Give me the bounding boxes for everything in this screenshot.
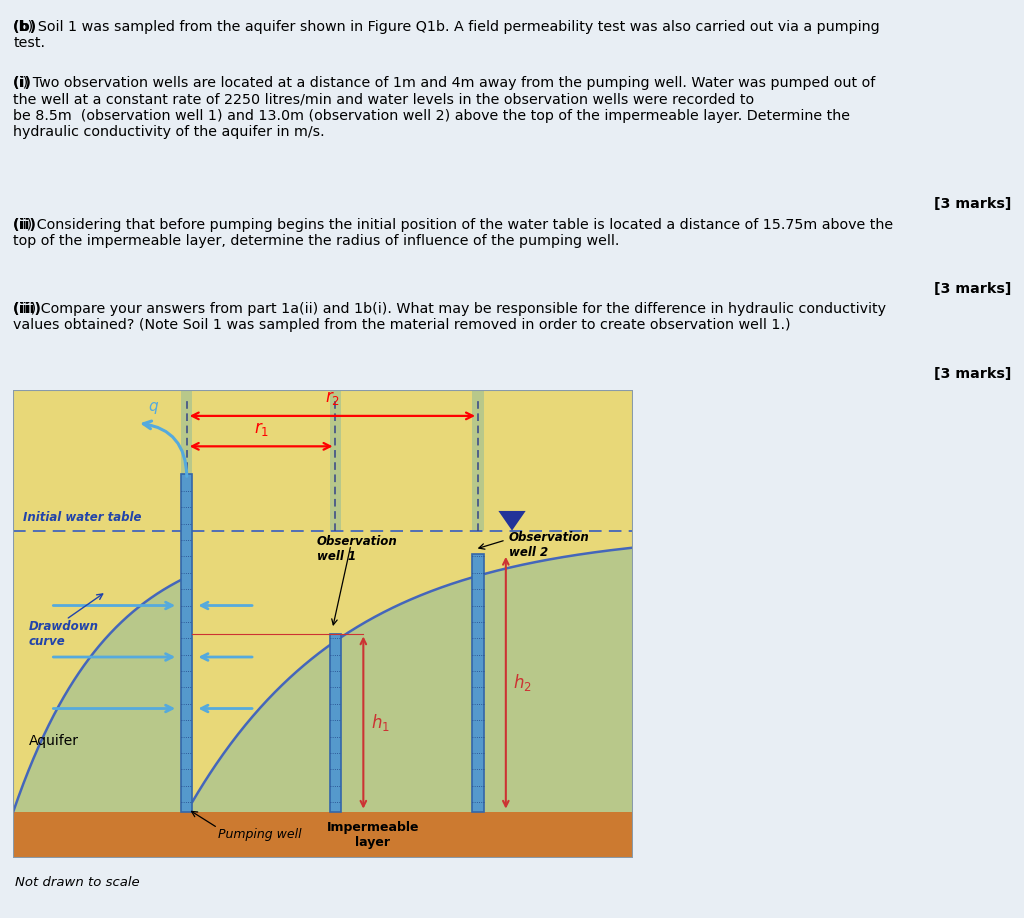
Bar [341, 390, 472, 531]
Bar [181, 475, 193, 812]
Bar [330, 633, 341, 812]
Bar [472, 554, 483, 812]
Text: (b): (b) [13, 20, 42, 34]
Text: (iii): (iii) [13, 302, 46, 316]
Text: $\mathit{r}_1$: $\mathit{r}_1$ [254, 420, 268, 438]
Text: q: q [147, 399, 158, 414]
Bar [193, 390, 330, 531]
Polygon shape [499, 511, 525, 531]
Text: Aquifer: Aquifer [29, 734, 79, 748]
Text: Observation
well 1: Observation well 1 [316, 535, 397, 564]
Bar [13, 812, 633, 858]
Text: Pumping well: Pumping well [218, 828, 301, 842]
Text: Not drawn to scale: Not drawn to scale [15, 876, 140, 889]
Text: (b) Soil 1 was sampled from the aquifer shown in Figure Q1b. A field permeabilit: (b) Soil 1 was sampled from the aquifer … [13, 20, 880, 50]
Bar [483, 390, 633, 531]
Text: $\mathit{h}_1$: $\mathit{h}_1$ [371, 712, 390, 733]
Text: [3 marks]: [3 marks] [934, 197, 1012, 211]
Text: $\mathit{r}_2$: $\mathit{r}_2$ [325, 389, 340, 408]
Text: (i) Two observation wells are located at a distance of 1m and 4m away from the p: (i) Two observation wells are located at… [13, 76, 876, 139]
Text: (iii) Compare your answers from part 1a(ii) and 1b(i). What may be responsible f: (iii) Compare your answers from part 1a(… [13, 302, 887, 332]
Text: Observation
well 2: Observation well 2 [509, 531, 590, 559]
Text: Drawdown
curve: Drawdown curve [29, 620, 98, 647]
Text: (i): (i) [13, 76, 36, 90]
Text: [3 marks]: [3 marks] [934, 367, 1012, 381]
Text: (ii) Considering that before pumping begins the initial position of the water ta: (ii) Considering that before pumping beg… [13, 218, 893, 248]
Bar [13, 390, 181, 531]
Text: Impermeable
layer: Impermeable layer [327, 821, 419, 849]
Text: $\mathit{h}_2$: $\mathit{h}_2$ [513, 672, 532, 693]
Text: [3 marks]: [3 marks] [934, 282, 1012, 296]
Text: (ii): (ii) [13, 218, 41, 231]
Text: Initial water table: Initial water table [23, 510, 141, 523]
